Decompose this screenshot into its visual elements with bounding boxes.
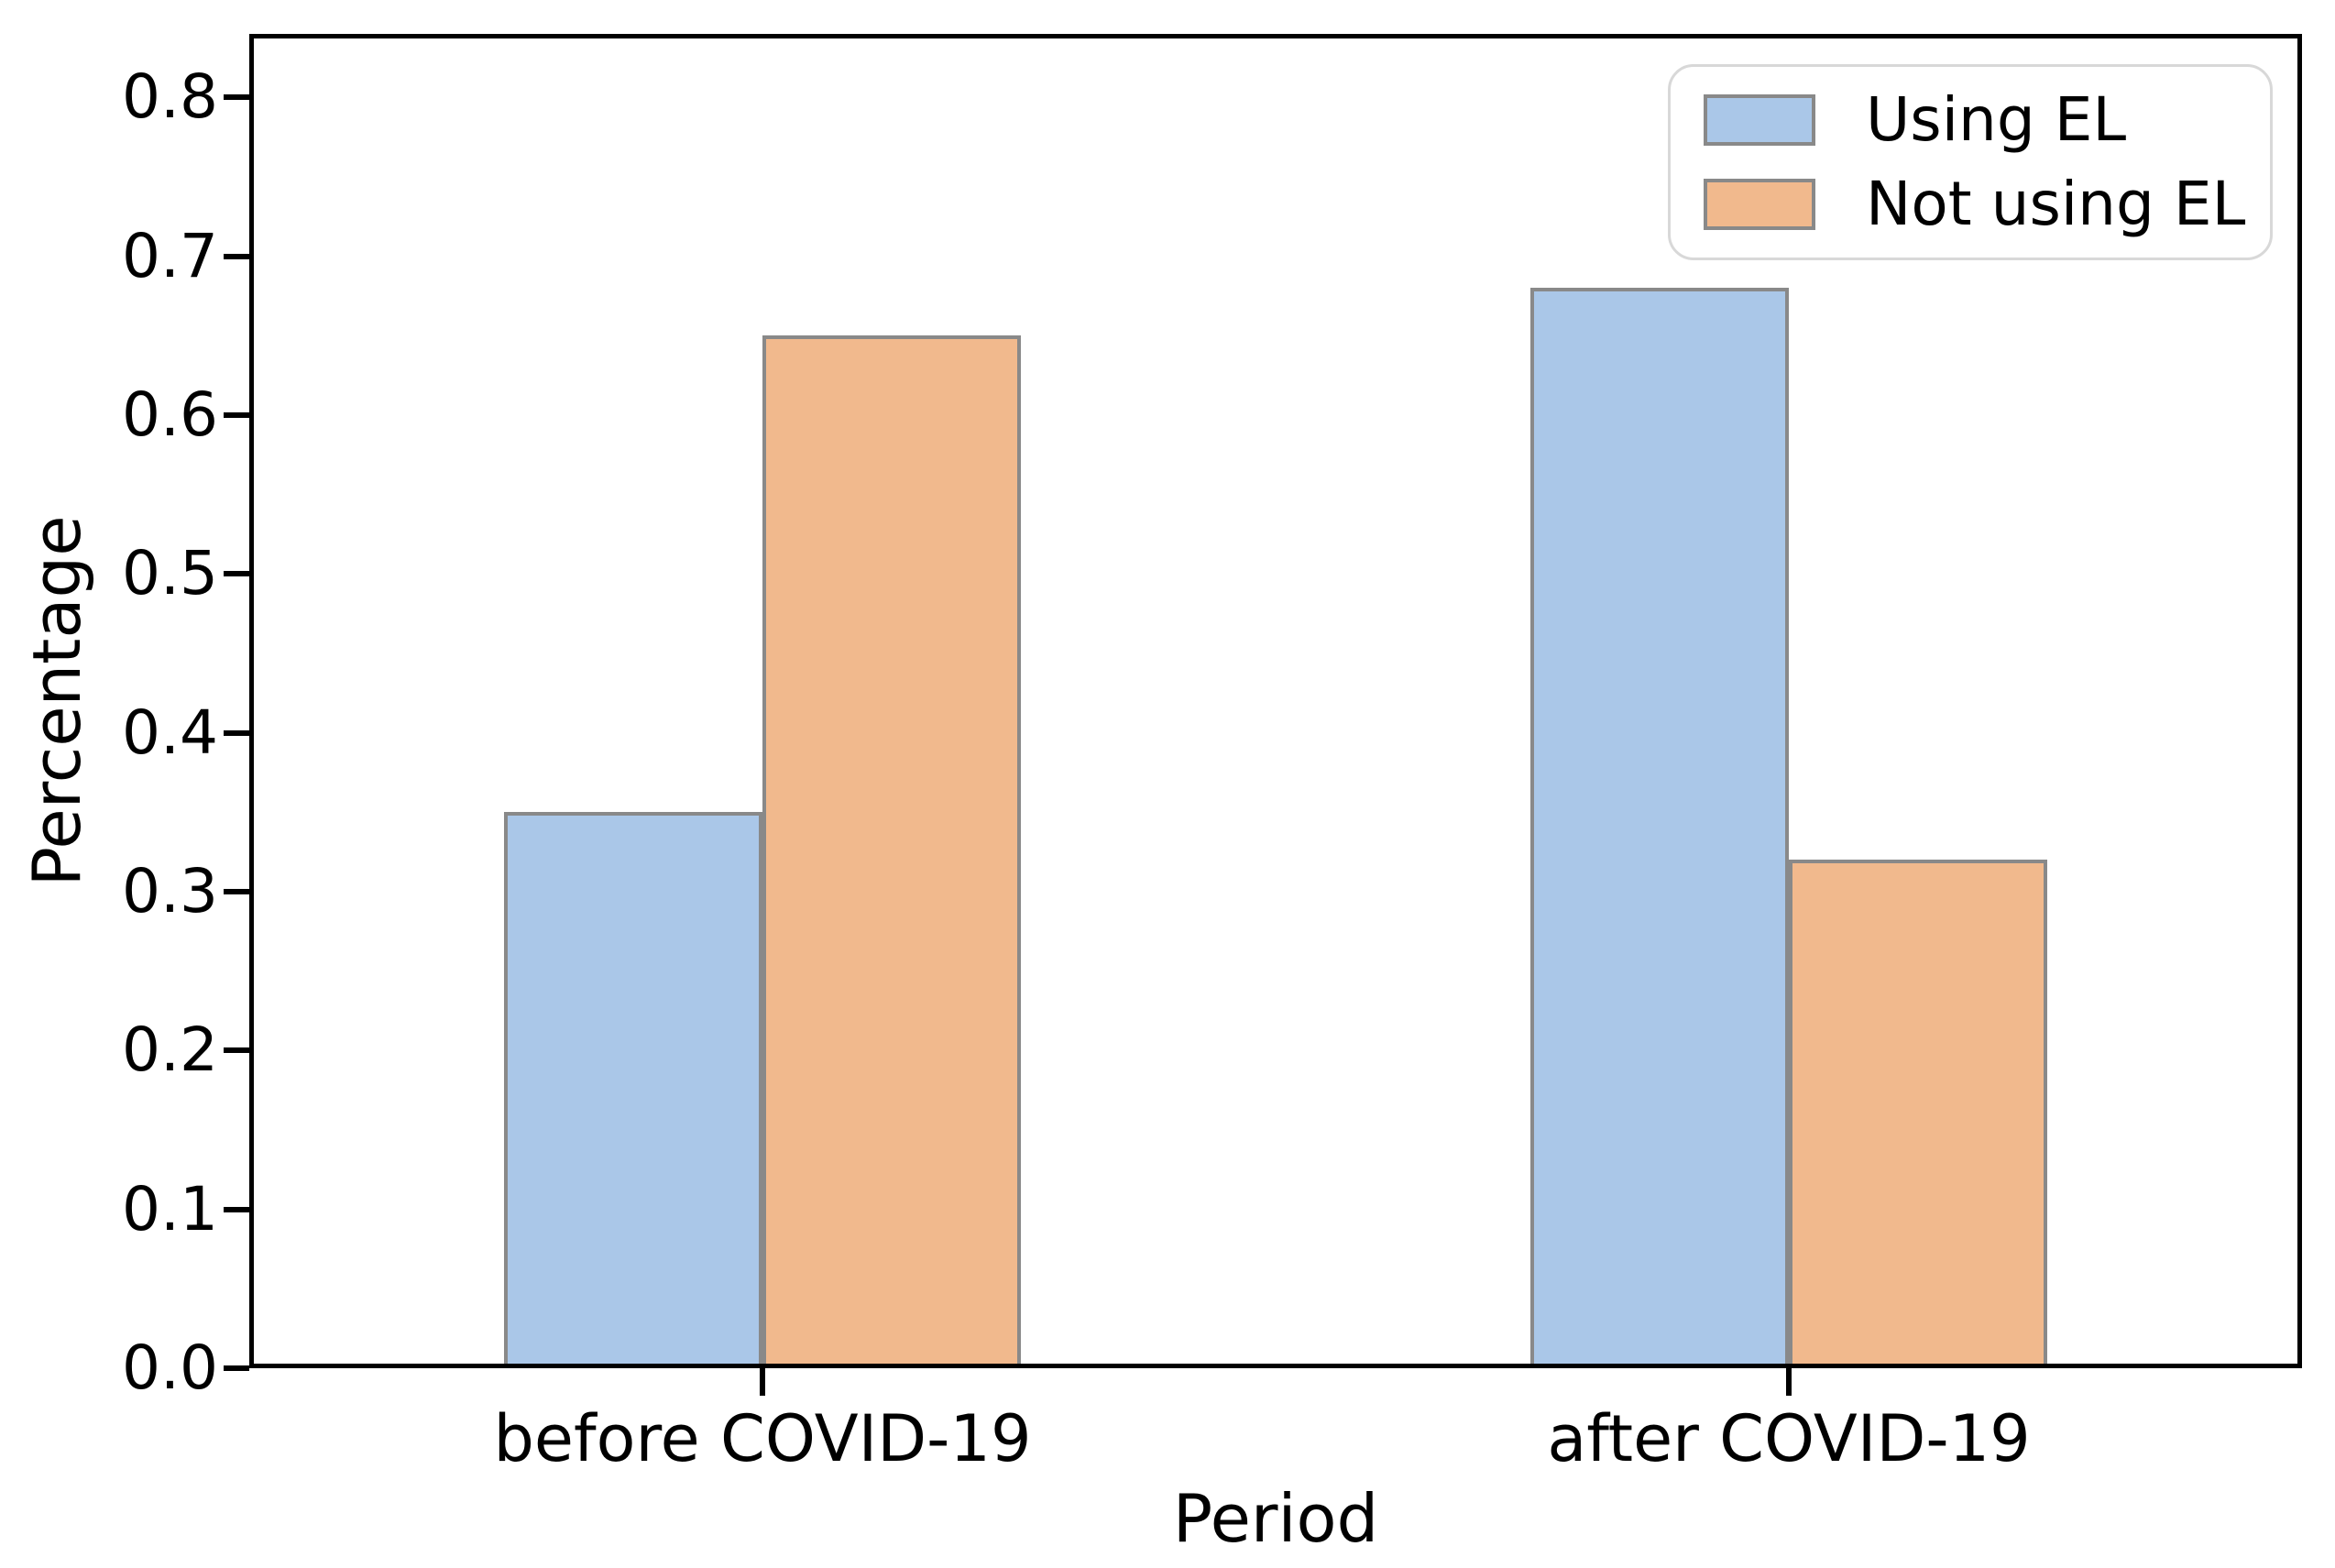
y-tick-label: 0.2: [122, 1014, 218, 1085]
y-tick-label: 0.0: [122, 1332, 218, 1403]
legend: Using EL Not using EL: [1668, 64, 2273, 260]
legend-swatch-using-el: [1704, 94, 1815, 146]
legend-label-using-el: Using EL: [1866, 84, 2127, 155]
legend-item-not-using-el: Not using EL: [1704, 174, 2270, 235]
y-tick: [224, 1365, 249, 1371]
legend-item-using-el: Using EL: [1704, 90, 2270, 150]
y-tick-label: 0.3: [122, 856, 218, 927]
legend-swatch-not-using-el: [1704, 179, 1815, 230]
x-tick: [1786, 1368, 1792, 1396]
bar-not-using-el-before-covid-19: [762, 335, 1021, 1368]
y-axis-label: Percentage: [18, 515, 95, 887]
y-tick-label: 0.4: [122, 697, 218, 768]
y-tick: [224, 730, 249, 736]
y-tick: [224, 571, 249, 576]
bar-not-using-el-after-covid-19: [1789, 860, 2047, 1368]
x-axis-label: Period: [1172, 1480, 1379, 1557]
legend-label-not-using-el: Not using EL: [1866, 169, 2246, 239]
x-tick-label: before COVID-19: [493, 1401, 1032, 1476]
y-tick-label: 0.8: [122, 61, 218, 132]
y-tick: [224, 412, 249, 418]
y-tick: [224, 94, 249, 100]
y-tick-label: 0.7: [122, 221, 218, 291]
bar-using-el-before-covid-19: [504, 812, 762, 1368]
y-tick: [224, 1207, 249, 1212]
y-tick-label: 0.1: [122, 1174, 218, 1245]
y-tick-label: 0.5: [122, 538, 218, 609]
bar-using-el-after-covid-19: [1530, 288, 1789, 1368]
y-tick: [224, 254, 249, 259]
x-tick: [760, 1368, 765, 1396]
y-tick: [224, 889, 249, 894]
y-tick: [224, 1047, 249, 1053]
x-tick-label: after COVID-19: [1547, 1401, 2031, 1476]
y-tick-label: 0.6: [122, 379, 218, 450]
